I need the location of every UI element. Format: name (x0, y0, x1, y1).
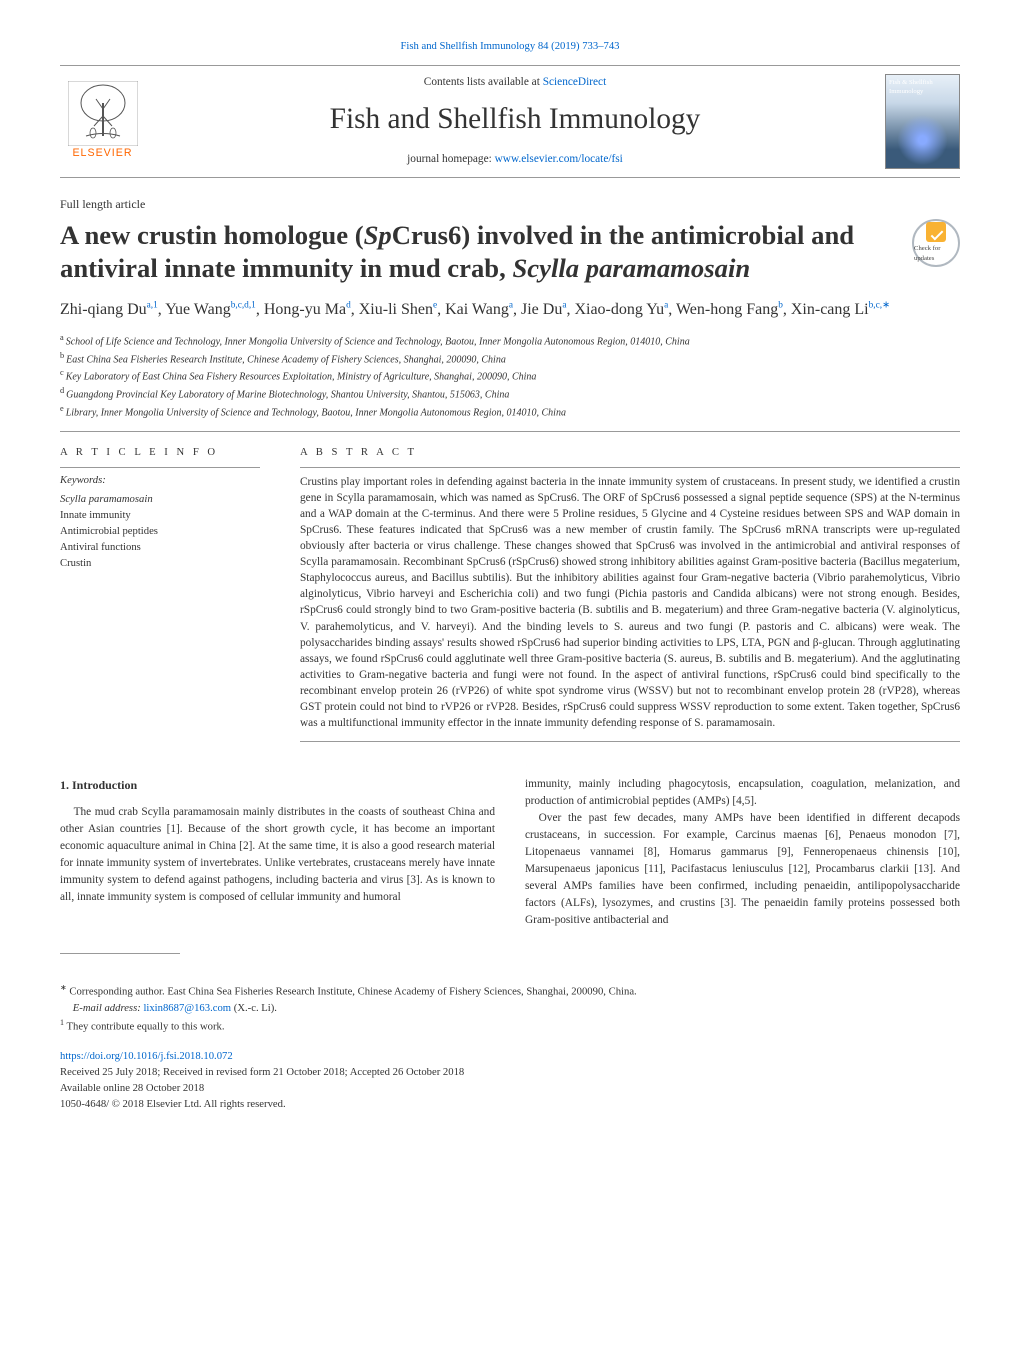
running-head-link[interactable]: Fish and Shellfish Immunology 84 (2019) … (400, 41, 619, 52)
author-aff[interactable]: e (433, 301, 437, 311)
sciencedirect-link[interactable]: ScienceDirect (543, 76, 607, 88)
authors: Zhi-qiang Dua,1, Yue Wangb,c,d,1, Hong-y… (60, 299, 960, 321)
header-block: ELSEVIER Contents lists available at Sci… (60, 74, 960, 169)
header-bottom-rule (60, 177, 960, 178)
affiliation: dGuangdong Provincial Key Laboratory of … (60, 385, 960, 403)
checkmark-icon (926, 222, 946, 242)
keywords-list: Scylla paramamosain Innate immunity Anti… (60, 492, 260, 572)
footnotes: ∗ Corresponding author. East China Sea F… (60, 982, 960, 1035)
keyword: Antiviral functions (60, 540, 260, 556)
author: Zhi-qiang Du (60, 301, 147, 318)
author-aff[interactable]: a (509, 301, 513, 311)
author-aff[interactable]: a (664, 301, 668, 311)
elsevier-tree-icon (68, 81, 138, 146)
body-paragraph: The mud crab Scylla paramamosain mainly … (60, 804, 495, 906)
check-for-updates-badge[interactable]: Check for updates (912, 219, 960, 267)
body-paragraph: Over the past few decades, many AMPs hav… (525, 810, 960, 929)
email-suffix: (X.-c. Li). (231, 1003, 277, 1014)
article-info-heading: A R T I C L E I N F O (60, 446, 260, 461)
article-footer: https://doi.org/10.1016/j.fsi.2018.10.07… (60, 1049, 960, 1113)
author-aff[interactable]: b,c, (869, 301, 882, 311)
affiliation: aSchool of Life Science and Technology, … (60, 332, 960, 350)
cover-title: Fish & Shellfish Immunology (889, 78, 956, 97)
journal-name: Fish and Shellfish Immunology (165, 99, 865, 140)
title-italic-2: Scylla paramamosain (512, 253, 750, 283)
article-type: Full length article (60, 196, 960, 213)
info-abstract-row: A R T I C L E I N F O Keywords: Scylla p… (60, 446, 960, 748)
author: Xiao-dong Yu (574, 301, 664, 318)
author-aff[interactable]: a (562, 301, 566, 311)
email-link[interactable]: lixin8687@163.com (143, 1003, 231, 1014)
contents-prefix: Contents lists available at (424, 76, 543, 88)
keyword: Crustin (60, 556, 260, 572)
keyword: Innate immunity (60, 508, 260, 524)
available-line: Available online 28 October 2018 (60, 1081, 960, 1097)
affiliation: cKey Laboratory of East China Sea Fisher… (60, 367, 960, 385)
abstract-heading: A B S T R A C T (300, 446, 960, 461)
article-title: A new crustin homologue (SpCrus6) involv… (60, 219, 892, 286)
homepage-prefix: journal homepage: (407, 153, 494, 165)
doi-link[interactable]: https://doi.org/10.1016/j.fsi.2018.10.07… (60, 1051, 233, 1062)
author: Yue Wang (165, 301, 231, 318)
abstract-col: A B S T R A C T Crustins play important … (300, 446, 960, 748)
homepage-link[interactable]: www.elsevier.com/locate/fsi (495, 153, 623, 165)
cover-art-icon (889, 115, 956, 165)
author-aff[interactable]: b (778, 301, 783, 311)
contents-line: Contents lists available at ScienceDirec… (165, 75, 865, 91)
author-aff[interactable]: d (346, 301, 351, 311)
keyword: Scylla paramamosain (60, 492, 260, 508)
keyword: Antimicrobial peptides (60, 524, 260, 540)
article-info-col: A R T I C L E I N F O Keywords: Scylla p… (60, 446, 260, 748)
body-columns: 1. Introduction The mud crab Scylla para… (60, 776, 960, 929)
publisher-name: ELSEVIER (72, 146, 132, 161)
body-paragraph: immunity, mainly including phagocytosis,… (525, 776, 960, 810)
publisher-logo: ELSEVIER (60, 74, 145, 169)
journal-cover-thumbnail: Fish & Shellfish Immunology (885, 74, 960, 169)
title-part-1: A new crustin homologue ( (60, 220, 364, 250)
top-rule (60, 65, 960, 66)
received-line: Received 25 July 2018; Received in revis… (60, 1065, 960, 1081)
header-center: Contents lists available at ScienceDirec… (165, 75, 865, 168)
author: Kai Wang (445, 301, 509, 318)
running-head: Fish and Shellfish Immunology 84 (2019) … (60, 40, 960, 55)
section-heading: 1. Introduction (60, 776, 495, 794)
author-aff[interactable]: b,c,d,1 (231, 301, 256, 311)
email-label: E-mail address: (73, 1003, 144, 1014)
keywords-label: Keywords: (60, 474, 260, 489)
author: Xiu-li Shen (359, 301, 433, 318)
equal-contribution-note: 1 They contribute equally to this work. (60, 1017, 960, 1036)
email-line: E-mail address: lixin8687@163.com (X.-c.… (60, 1001, 960, 1017)
affiliations: aSchool of Life Science and Technology, … (60, 332, 960, 421)
check-label: Check for updates (914, 244, 958, 263)
author: Wen-hong Fang (676, 301, 778, 318)
right-column: immunity, mainly including phagocytosis,… (525, 776, 960, 929)
corresponding-star[interactable]: ∗ (882, 301, 890, 311)
left-column: 1. Introduction The mud crab Scylla para… (60, 776, 495, 929)
author-aff[interactable]: a,1 (147, 301, 158, 311)
corresponding-note: ∗ Corresponding author. East China Sea F… (60, 982, 960, 1001)
footnote-rule (60, 953, 180, 954)
affiliation: bEast China Sea Fisheries Research Insti… (60, 350, 960, 368)
title-row: A new crustin homologue (SpCrus6) involv… (60, 219, 960, 286)
copyright-line: 1050-4648/ © 2018 Elsevier Ltd. All righ… (60, 1097, 960, 1113)
journal-homepage: journal homepage: www.elsevier.com/locat… (165, 152, 865, 168)
abstract-text: Crustins play important roles in defendi… (300, 474, 960, 731)
title-italic-1: Sp (364, 220, 392, 250)
author: Jie Du (521, 301, 562, 318)
affiliation: eLibrary, Inner Mongolia University of S… (60, 403, 960, 421)
meta-rule (60, 431, 960, 432)
author: Xin-cang Li (791, 301, 869, 318)
author: Hong-yu Ma (264, 301, 346, 318)
